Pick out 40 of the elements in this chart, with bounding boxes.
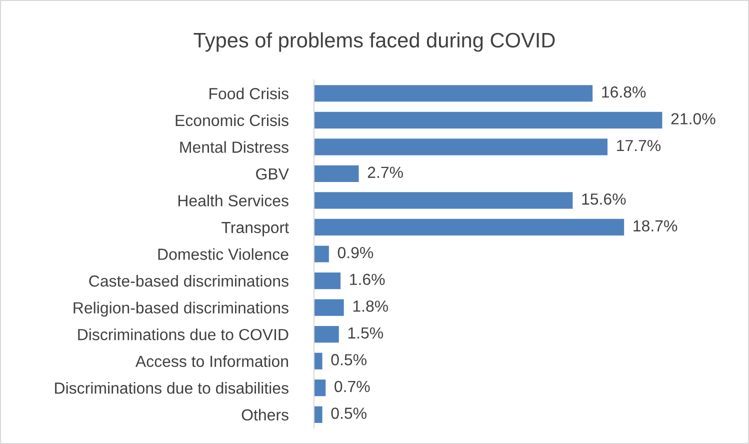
bar: [314, 352, 322, 370]
y-tick-label: Food Crisis: [210, 88, 288, 100]
data-label: 0.7%: [334, 380, 370, 392]
data-label: 0.5%: [331, 354, 366, 366]
bar: [314, 112, 662, 128]
bar: [314, 85, 593, 102]
y-tick-label: Religion-based discriminations: [74, 302, 288, 317]
data-label: 17.7%: [617, 140, 661, 152]
data-label: 16.8%: [602, 86, 646, 98]
y-tick-label: Others: [242, 408, 288, 421]
bar: [314, 326, 339, 343]
y-tick-label: Transport: [222, 222, 289, 236]
data-label: 2.7%: [368, 166, 403, 178]
y-tick-label: Domestic Violence: [158, 248, 288, 260]
data-label: 0.5%: [331, 408, 366, 419]
data-label: 18.7%: [634, 220, 678, 232]
y-tick-label: Economic Crisis: [176, 114, 288, 126]
data-label: 1.6%: [350, 274, 385, 286]
data-label: 21.0%: [671, 113, 716, 124]
y-tick-label: Mental Distress: [180, 141, 288, 153]
bar: [314, 299, 344, 316]
data-label: 1.5%: [348, 327, 384, 339]
chart-title: Types of problems faced during COVID: [194, 32, 555, 52]
data-label: 0.9%: [338, 246, 374, 258]
bar: [314, 138, 608, 156]
y-tick-label: Caste-based discriminations: [89, 274, 288, 287]
bar: [314, 246, 329, 262]
bar: [314, 192, 573, 209]
bar: [314, 165, 359, 182]
bar: [314, 272, 341, 290]
y-tick-label: Discriminations due to disabilities: [55, 382, 288, 394]
bar: [314, 218, 624, 236]
y-tick-label: Health Services: [178, 194, 288, 206]
data-label: 15.6%: [582, 193, 626, 205]
bar: [314, 406, 322, 423]
bar: [314, 380, 326, 396]
y-tick-label: Discriminations due to COVID: [78, 328, 288, 340]
y-tick-label: Access to Information: [135, 355, 288, 368]
y-tick-label: GBV: [256, 168, 289, 180]
data-label: 1.8%: [353, 300, 388, 312]
